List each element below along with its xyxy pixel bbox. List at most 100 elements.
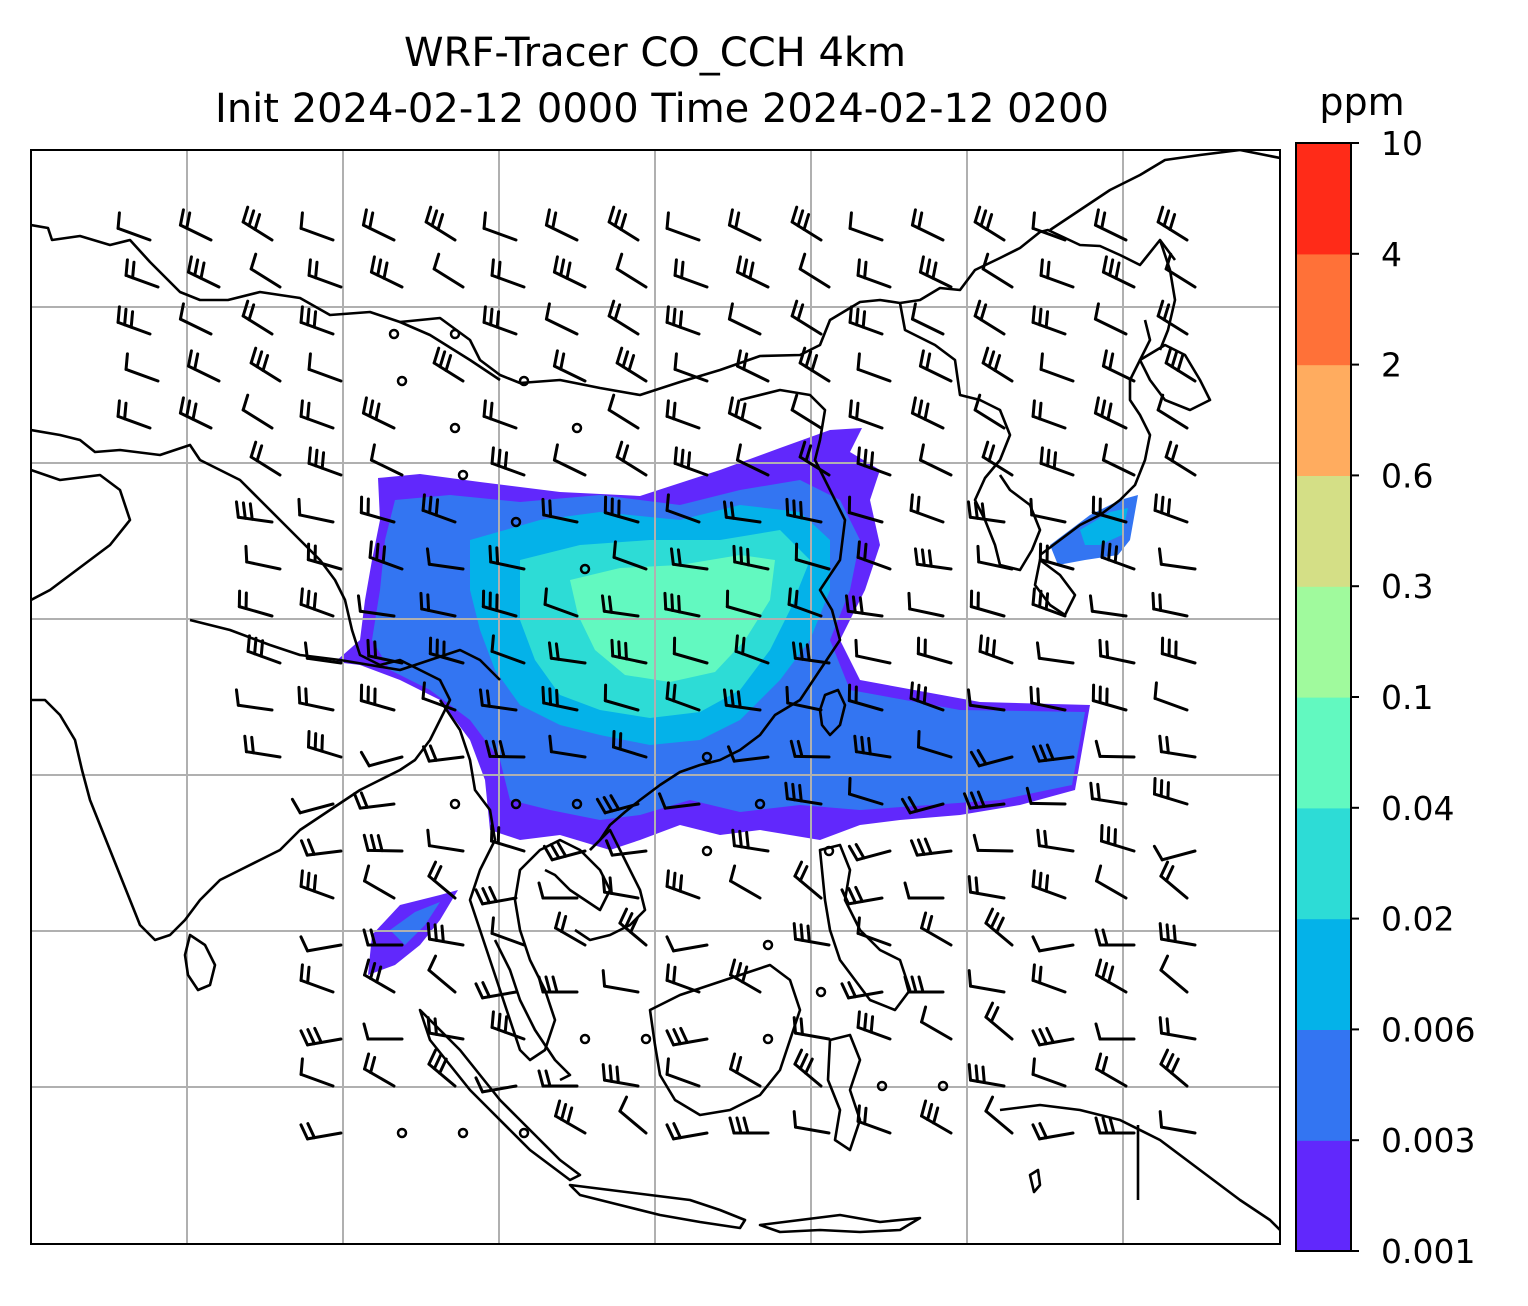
wind-barb bbox=[1151, 591, 1189, 618]
wind-barb bbox=[789, 739, 831, 759]
wind-barb bbox=[1031, 305, 1067, 336]
wind-barb bbox=[366, 638, 404, 665]
wind-barb bbox=[903, 881, 945, 900]
wind-barb bbox=[840, 885, 884, 906]
wind-barb bbox=[735, 443, 770, 477]
wind-barb bbox=[615, 252, 648, 289]
colorbar-swatch bbox=[1296, 364, 1351, 476]
coastline-malay-peninsula bbox=[493, 939, 572, 1082]
colorbar-tick-label: 0.04 bbox=[1381, 789, 1454, 828]
wind-barb bbox=[363, 958, 396, 994]
wind-barb bbox=[554, 1099, 587, 1135]
wind-barb bbox=[243, 734, 282, 759]
calm-wind-marker bbox=[449, 328, 461, 340]
wind-barb bbox=[731, 828, 770, 853]
wind-barb bbox=[490, 1010, 526, 1041]
wind-barb bbox=[544, 302, 579, 336]
wind-barb bbox=[1156, 393, 1189, 430]
wind-barb bbox=[918, 443, 953, 477]
wind-barb bbox=[427, 954, 457, 994]
wind-barb bbox=[1025, 786, 1067, 806]
wind-barb bbox=[432, 346, 465, 383]
wind-barb bbox=[427, 1048, 457, 1088]
wind-barb bbox=[482, 305, 518, 336]
colorbar-swatch bbox=[1296, 807, 1351, 920]
wind-barb bbox=[474, 1076, 518, 1094]
wind-barb bbox=[356, 594, 396, 618]
wind-barb bbox=[1031, 743, 1075, 763]
wind-barb bbox=[361, 396, 396, 430]
wind-barb bbox=[903, 975, 945, 994]
wind-barb bbox=[484, 739, 526, 759]
calm-wind-marker bbox=[754, 798, 766, 810]
wind-barb bbox=[178, 302, 213, 336]
wind-barb bbox=[966, 500, 1006, 524]
wind-barb bbox=[478, 688, 518, 712]
calm-wind-marker bbox=[762, 1033, 774, 1045]
wind-barb bbox=[722, 688, 762, 712]
wind-barb bbox=[1094, 1022, 1136, 1041]
calm-wind-marker bbox=[457, 1127, 469, 1139]
coastline-northern-border bbox=[31, 223, 1177, 397]
wind-barb bbox=[727, 208, 762, 242]
map-border bbox=[30, 149, 1281, 1245]
wind-barb bbox=[790, 393, 823, 430]
wind-barb bbox=[595, 794, 640, 815]
coastline-small-island bbox=[1028, 1168, 1042, 1194]
wind-barb bbox=[241, 393, 274, 430]
colorbar-tick-label: 4 bbox=[1381, 235, 1402, 274]
wind-barb bbox=[790, 299, 823, 336]
wind-barb bbox=[981, 252, 1014, 289]
colorbar-swatch bbox=[1296, 586, 1351, 698]
wind-barb bbox=[657, 792, 701, 810]
title-line-1: WRF-Tracer CO_CCH 4km bbox=[404, 30, 906, 76]
wind-barb bbox=[729, 1052, 762, 1088]
wind-barb bbox=[352, 791, 396, 810]
wind-barb bbox=[601, 875, 640, 900]
wind-barb bbox=[918, 349, 953, 383]
coastline-pakistan-border bbox=[31, 468, 132, 602]
wind-barb bbox=[1031, 1122, 1075, 1141]
wind-barb bbox=[290, 797, 335, 815]
wind-barb bbox=[673, 258, 709, 289]
wind-barb bbox=[734, 634, 770, 665]
wind-barb bbox=[432, 252, 465, 289]
wind-barb bbox=[426, 922, 465, 947]
wind-barb bbox=[618, 907, 648, 947]
calm-wind-marker bbox=[937, 1080, 949, 1092]
wind-barb bbox=[186, 349, 221, 383]
calm-wind-marker bbox=[579, 1033, 591, 1045]
coastline-sri-lanka bbox=[183, 933, 217, 992]
calm-wind-marker bbox=[518, 1127, 530, 1139]
wind-barb bbox=[973, 205, 1006, 242]
wind-barb bbox=[1039, 258, 1075, 289]
wind-barb bbox=[1088, 594, 1128, 618]
colorbar-tick-label: 0.02 bbox=[1381, 900, 1454, 939]
wind-barb bbox=[421, 681, 457, 712]
wind-barb bbox=[793, 860, 823, 900]
wind-barb bbox=[1100, 540, 1136, 571]
wind-barb bbox=[419, 591, 457, 618]
wind-barb bbox=[601, 969, 640, 994]
calm-wind-marker bbox=[449, 798, 461, 810]
wind-barb bbox=[299, 869, 335, 900]
wind-barb bbox=[297, 497, 335, 524]
wind-barb bbox=[909, 681, 945, 712]
wind-barb bbox=[840, 981, 884, 1000]
wind-barb bbox=[792, 1110, 831, 1135]
coastline-japan-honshu bbox=[1039, 319, 1152, 557]
wind-barb bbox=[547, 641, 587, 665]
wind-barb bbox=[124, 258, 160, 289]
wind-barb bbox=[537, 881, 579, 900]
coastline-new-guinea bbox=[999, 1103, 1280, 1231]
wind-barb bbox=[249, 252, 282, 289]
wind-barb bbox=[368, 540, 404, 571]
wind-barb bbox=[361, 208, 396, 242]
wind-barb bbox=[1153, 681, 1189, 712]
wind-barb bbox=[299, 399, 335, 430]
wind-barb bbox=[844, 594, 884, 618]
wind-barb bbox=[490, 258, 526, 289]
coastline-korea-manchuria bbox=[898, 302, 1042, 572]
wind-barb bbox=[787, 587, 823, 618]
